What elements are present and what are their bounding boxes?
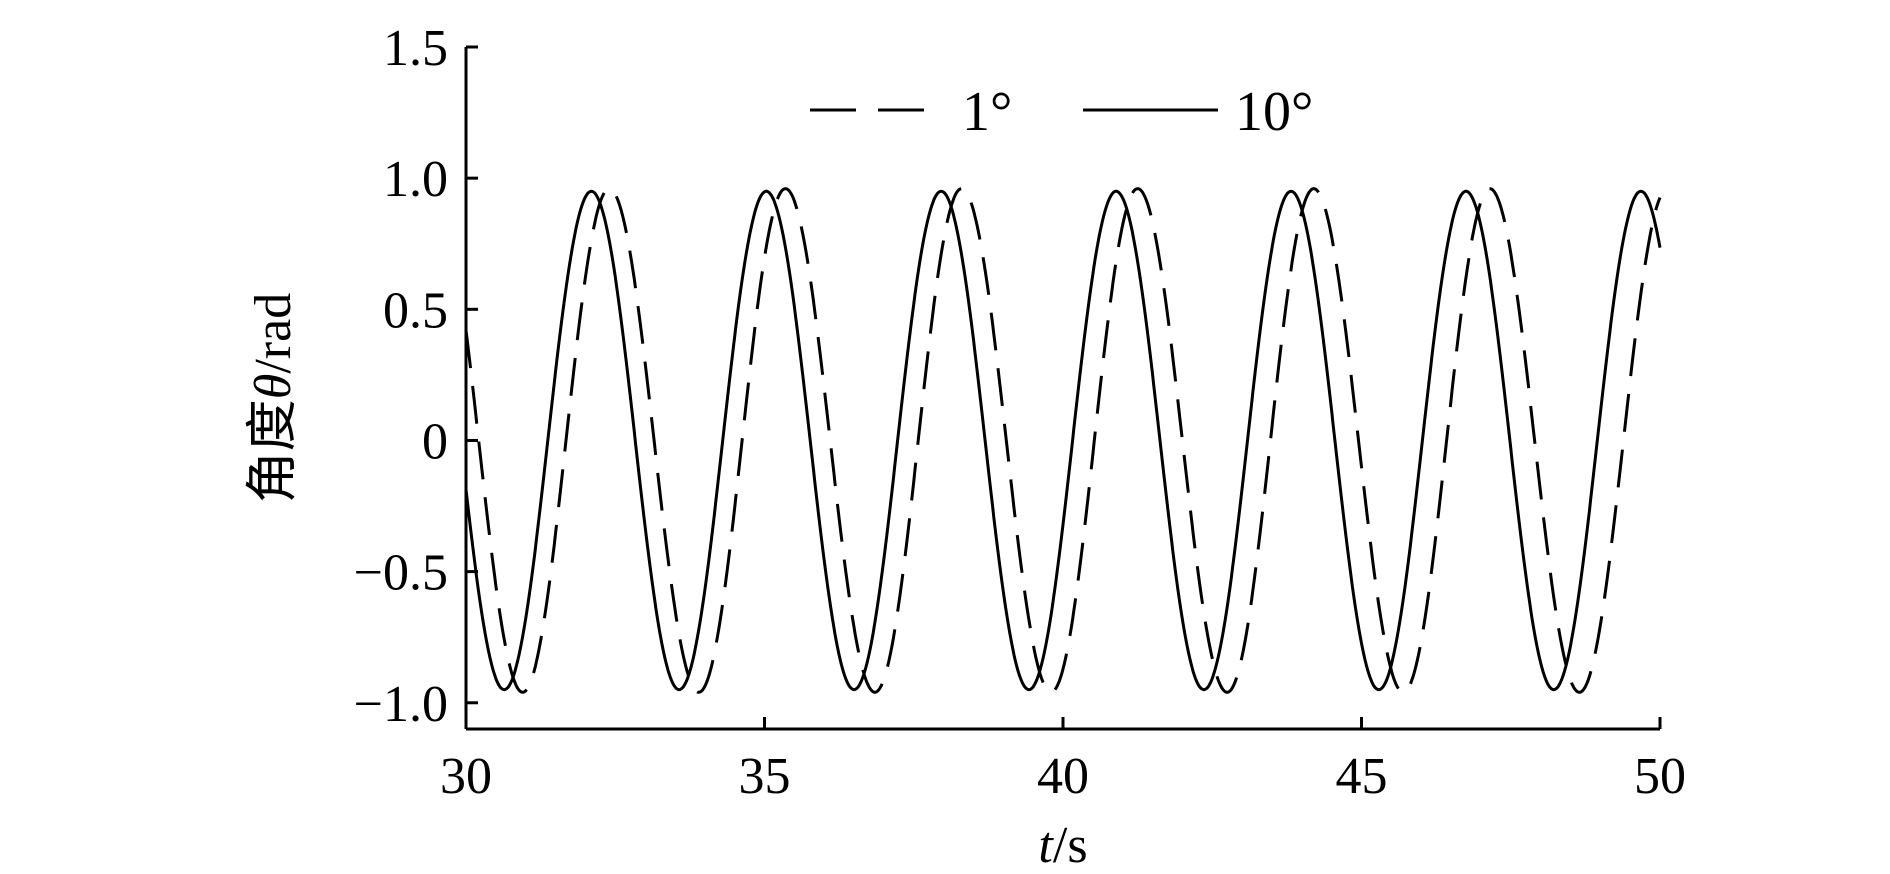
y-tick-label: −0.5 [354,545,448,602]
x-axis-label: t/s [1038,817,1087,874]
y-axis-label-variable: θ [245,374,302,400]
x-axis-label-unit: /s [1053,817,1088,874]
x-tick-label: 40 [1037,748,1089,805]
y-tick-label: 1.0 [383,151,448,208]
ticks: 1.5 1.0 0.5 0 −0.5 −1.0 30 35 40 45 50 [354,20,1686,805]
legend-label-10deg: 10° [1235,81,1313,143]
x-tick-label: 35 [739,748,791,805]
y-tick-label: 1.5 [383,20,448,77]
y-tick-label: −1.0 [354,676,448,733]
series-line-10deg [464,189,1662,692]
x-tick-label: 50 [1634,748,1686,805]
legend: 1° 10° [810,81,1313,143]
x-axis-label-variable: t [1038,817,1054,874]
y-tick-label: 0 [422,413,448,470]
y-tick-label: 0.5 [383,282,448,339]
x-tick-label: 45 [1336,748,1388,805]
x-tick-label: 30 [440,748,492,805]
y-axis-label-prefix: 角度 [245,399,302,503]
plot-area [464,187,1662,694]
series-line-1deg [464,187,1662,694]
legend-label-1deg: 1° [962,81,1012,143]
axes [464,47,1660,731]
y-axis-label: 角度θ/rad [245,293,302,503]
y-axis-label-unit: /rad [245,293,302,374]
